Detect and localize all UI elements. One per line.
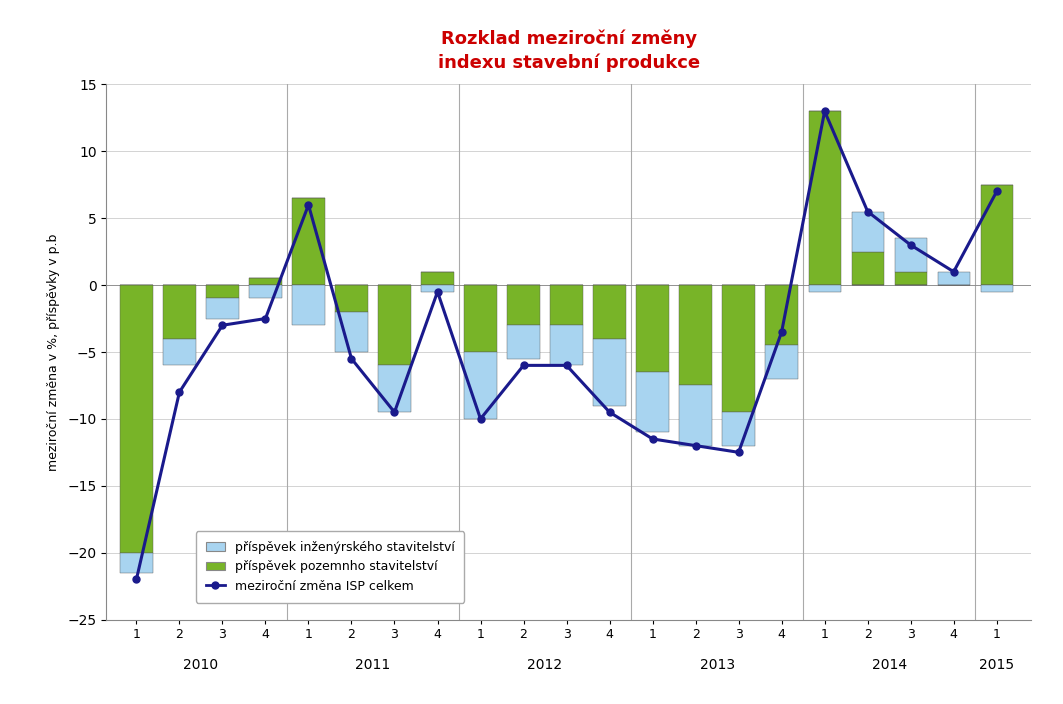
Bar <box>335 312 368 352</box>
Bar <box>507 325 540 358</box>
Bar <box>637 285 669 372</box>
Bar <box>851 252 883 285</box>
Bar <box>164 285 196 339</box>
Bar <box>120 285 153 553</box>
Bar <box>895 272 927 285</box>
Text: 2011: 2011 <box>355 658 390 672</box>
Bar <box>551 285 583 325</box>
Bar <box>851 211 883 252</box>
Bar <box>421 285 454 291</box>
Bar <box>507 285 540 325</box>
Bar <box>378 285 410 365</box>
Bar <box>679 386 712 446</box>
Bar <box>895 238 927 272</box>
Bar <box>637 372 669 432</box>
Bar <box>679 285 712 386</box>
Bar <box>292 199 324 285</box>
Bar <box>206 298 238 318</box>
Bar <box>292 285 324 325</box>
Bar <box>335 285 368 312</box>
Text: 2010: 2010 <box>184 658 219 672</box>
Bar <box>378 365 410 412</box>
Bar <box>809 111 841 285</box>
Bar <box>765 346 797 379</box>
Bar <box>421 272 454 285</box>
Bar <box>980 285 1013 291</box>
Bar <box>938 272 969 285</box>
Legend: příspěvek inženýrského stavitelství, příspěvek pozemnho stavitelství, meziroční : příspěvek inženýrského stavitelství, pří… <box>196 531 465 603</box>
Text: 2013: 2013 <box>699 658 735 672</box>
Bar <box>465 352 496 419</box>
Bar <box>551 325 583 365</box>
Bar <box>723 413 755 446</box>
Text: 2012: 2012 <box>527 658 562 672</box>
Bar <box>593 285 626 339</box>
Bar <box>164 339 196 365</box>
Bar <box>250 278 282 285</box>
Bar <box>465 285 496 352</box>
Title: Rozklad meziroční změny
indexu stavební produkce: Rozklad meziroční změny indexu stavební … <box>438 29 699 72</box>
Bar <box>206 285 238 298</box>
Y-axis label: meziroční změna v %, příspěvky v p.b: meziroční změna v %, příspěvky v p.b <box>48 233 61 471</box>
Bar <box>723 285 755 413</box>
Bar <box>593 339 626 406</box>
Bar <box>765 285 797 346</box>
Bar <box>980 184 1013 285</box>
Text: 2015: 2015 <box>979 658 1014 672</box>
Bar <box>250 285 282 298</box>
Text: 2014: 2014 <box>872 658 907 672</box>
Bar <box>120 553 153 573</box>
Bar <box>809 285 841 291</box>
